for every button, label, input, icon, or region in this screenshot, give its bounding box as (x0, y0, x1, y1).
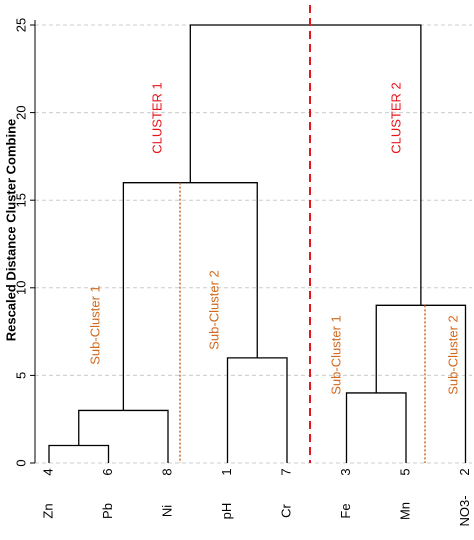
y-tick-label: 10 (13, 281, 28, 295)
annotation: CLUSTER 1 (149, 82, 164, 154)
leaf-label: Pb (100, 503, 115, 519)
annotation: Sub-Cluster 2 (445, 315, 460, 394)
merge-link (122, 182, 258, 411)
leaf-number: 7 (278, 468, 293, 475)
leaf-label: Mn (397, 502, 412, 520)
leaf-label: NO3- (457, 495, 472, 526)
merge-link (78, 409, 169, 463)
y-tick-label: 25 (13, 18, 28, 32)
leaf-number: 4 (40, 468, 55, 475)
merge-link (226, 357, 288, 463)
merge-link (189, 24, 422, 306)
merge-link (345, 392, 407, 463)
y-axis-label: Rescaled Distance Cluster Combine (3, 119, 18, 342)
leaf-number: 8 (159, 468, 174, 475)
y-tick-label: 5 (13, 372, 28, 379)
leaf-label: pH (219, 503, 234, 520)
leaf-number: 2 (457, 468, 472, 475)
leaf-number: 5 (397, 468, 412, 475)
annotation: Sub-Cluster 1 (87, 285, 102, 364)
leaf-label: Zn (40, 503, 55, 518)
annotation: CLUSTER 2 (388, 82, 403, 154)
leaf-number: 3 (338, 468, 353, 475)
leaf-label: Cr (278, 503, 293, 517)
annotation: Sub-Cluster 2 (206, 270, 221, 349)
leaf-label: Fe (338, 503, 353, 518)
leaf-label: Ni (159, 505, 174, 517)
y-tick-label: 0 (13, 459, 28, 466)
leaf-number: 6 (100, 468, 115, 475)
merge-link (48, 444, 110, 463)
y-tick-label: 20 (13, 105, 28, 119)
annotation: Sub-Cluster 1 (328, 315, 343, 394)
y-tick-label: 15 (13, 193, 28, 207)
leaf-number: 1 (219, 468, 234, 475)
